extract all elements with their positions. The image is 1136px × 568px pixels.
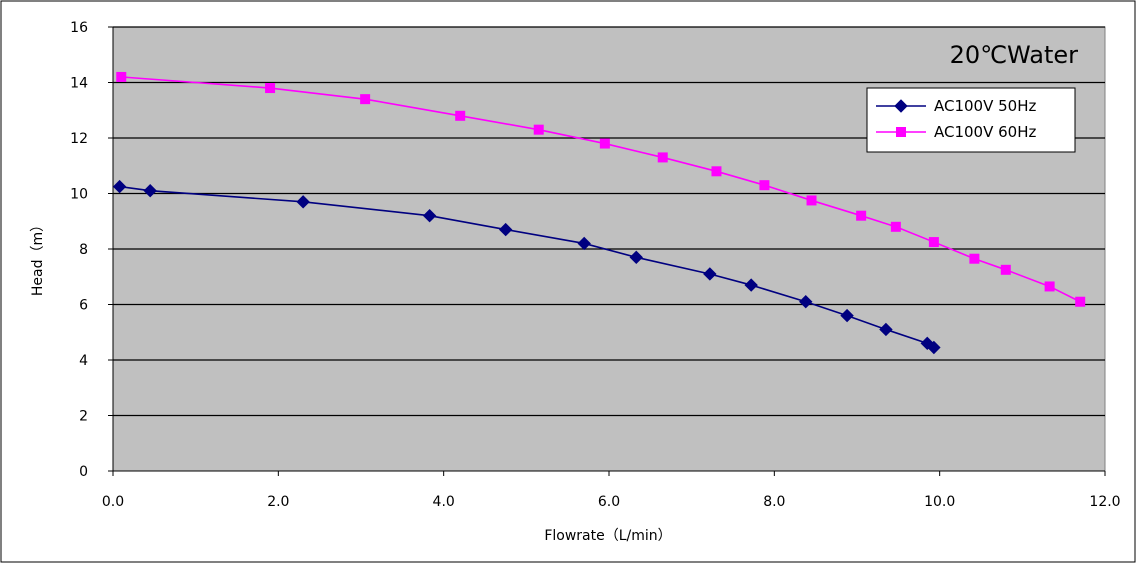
data-point [112, 179, 127, 194]
data-point [599, 138, 610, 149]
series-1 [112, 179, 941, 355]
x-tick-label: 0.0 [102, 494, 124, 510]
y-tick-label: 16 [70, 20, 88, 36]
data-point [969, 253, 980, 264]
x-axis-title: Flowrate（L/min） [544, 528, 671, 544]
data-point [840, 308, 854, 323]
series-2 [116, 71, 1086, 307]
data-point [711, 166, 722, 177]
data-point [928, 237, 939, 248]
legend-label: AC100V 60Hz [934, 123, 1036, 141]
y-tick-label: 0 [79, 464, 88, 480]
data-point [577, 236, 591, 251]
data-point [533, 124, 544, 135]
x-tick-label: 10.0 [924, 494, 955, 510]
x-tick-label: 8.0 [763, 494, 785, 510]
x-tick-label: 12.0 [1089, 494, 1120, 510]
legend-label: AC100V 50Hz [934, 97, 1036, 115]
y-tick-label: 14 [70, 76, 88, 92]
chart-title: 20℃Water [950, 41, 1079, 69]
x-tick-label: 4.0 [433, 494, 455, 510]
data-point [143, 184, 157, 198]
y-tick-label: 8 [79, 242, 88, 258]
data-point [360, 94, 371, 105]
x-tick-label: 2.0 [267, 494, 289, 510]
gridlines [113, 26, 1105, 417]
y-tick-label: 12 [70, 131, 88, 147]
y-tick-label: 4 [79, 353, 88, 369]
data-point [856, 210, 867, 221]
data-point [629, 250, 643, 265]
data-point [657, 152, 668, 163]
data-point [116, 71, 127, 82]
data-point [1000, 264, 1011, 275]
data-point [422, 208, 437, 223]
axes [108, 26, 1106, 476]
y-tick-label: 6 [79, 298, 88, 314]
legend-swatch-marker [896, 127, 906, 137]
data-point [806, 195, 817, 206]
data-point [498, 222, 513, 237]
data-point [1044, 281, 1055, 292]
y-tick-label: 2 [79, 409, 88, 425]
series-line [119, 185, 935, 349]
data-point [703, 267, 717, 281]
data-point [296, 195, 310, 209]
data-point [799, 295, 813, 309]
legend-box [866, 87, 1076, 153]
legend: AC100V 50Hz AC100V 60Hz [866, 87, 1076, 153]
x-tick-labels: 0.0 2.0 4.0 6.0 8.0 10.0 12.0 [102, 494, 1121, 510]
y-tick-label: 10 [70, 187, 88, 203]
x-tick-label: 6.0 [598, 494, 620, 510]
data-point [744, 278, 758, 292]
y-tick-labels: 0 2 4 6 8 10 12 14 16 [70, 20, 88, 480]
data-point [927, 340, 941, 355]
data-point [890, 221, 901, 232]
legend-item: AC100V 50Hz [876, 97, 1036, 115]
legend-swatch-marker [894, 99, 908, 113]
data-point [759, 180, 770, 191]
series [112, 71, 1086, 355]
data-point [455, 110, 466, 121]
legend-item: AC100V 60Hz [876, 123, 1036, 141]
data-point [1075, 296, 1086, 307]
y-axis-title: Head（m） [30, 218, 46, 296]
data-point [265, 83, 276, 94]
data-point [879, 322, 893, 337]
